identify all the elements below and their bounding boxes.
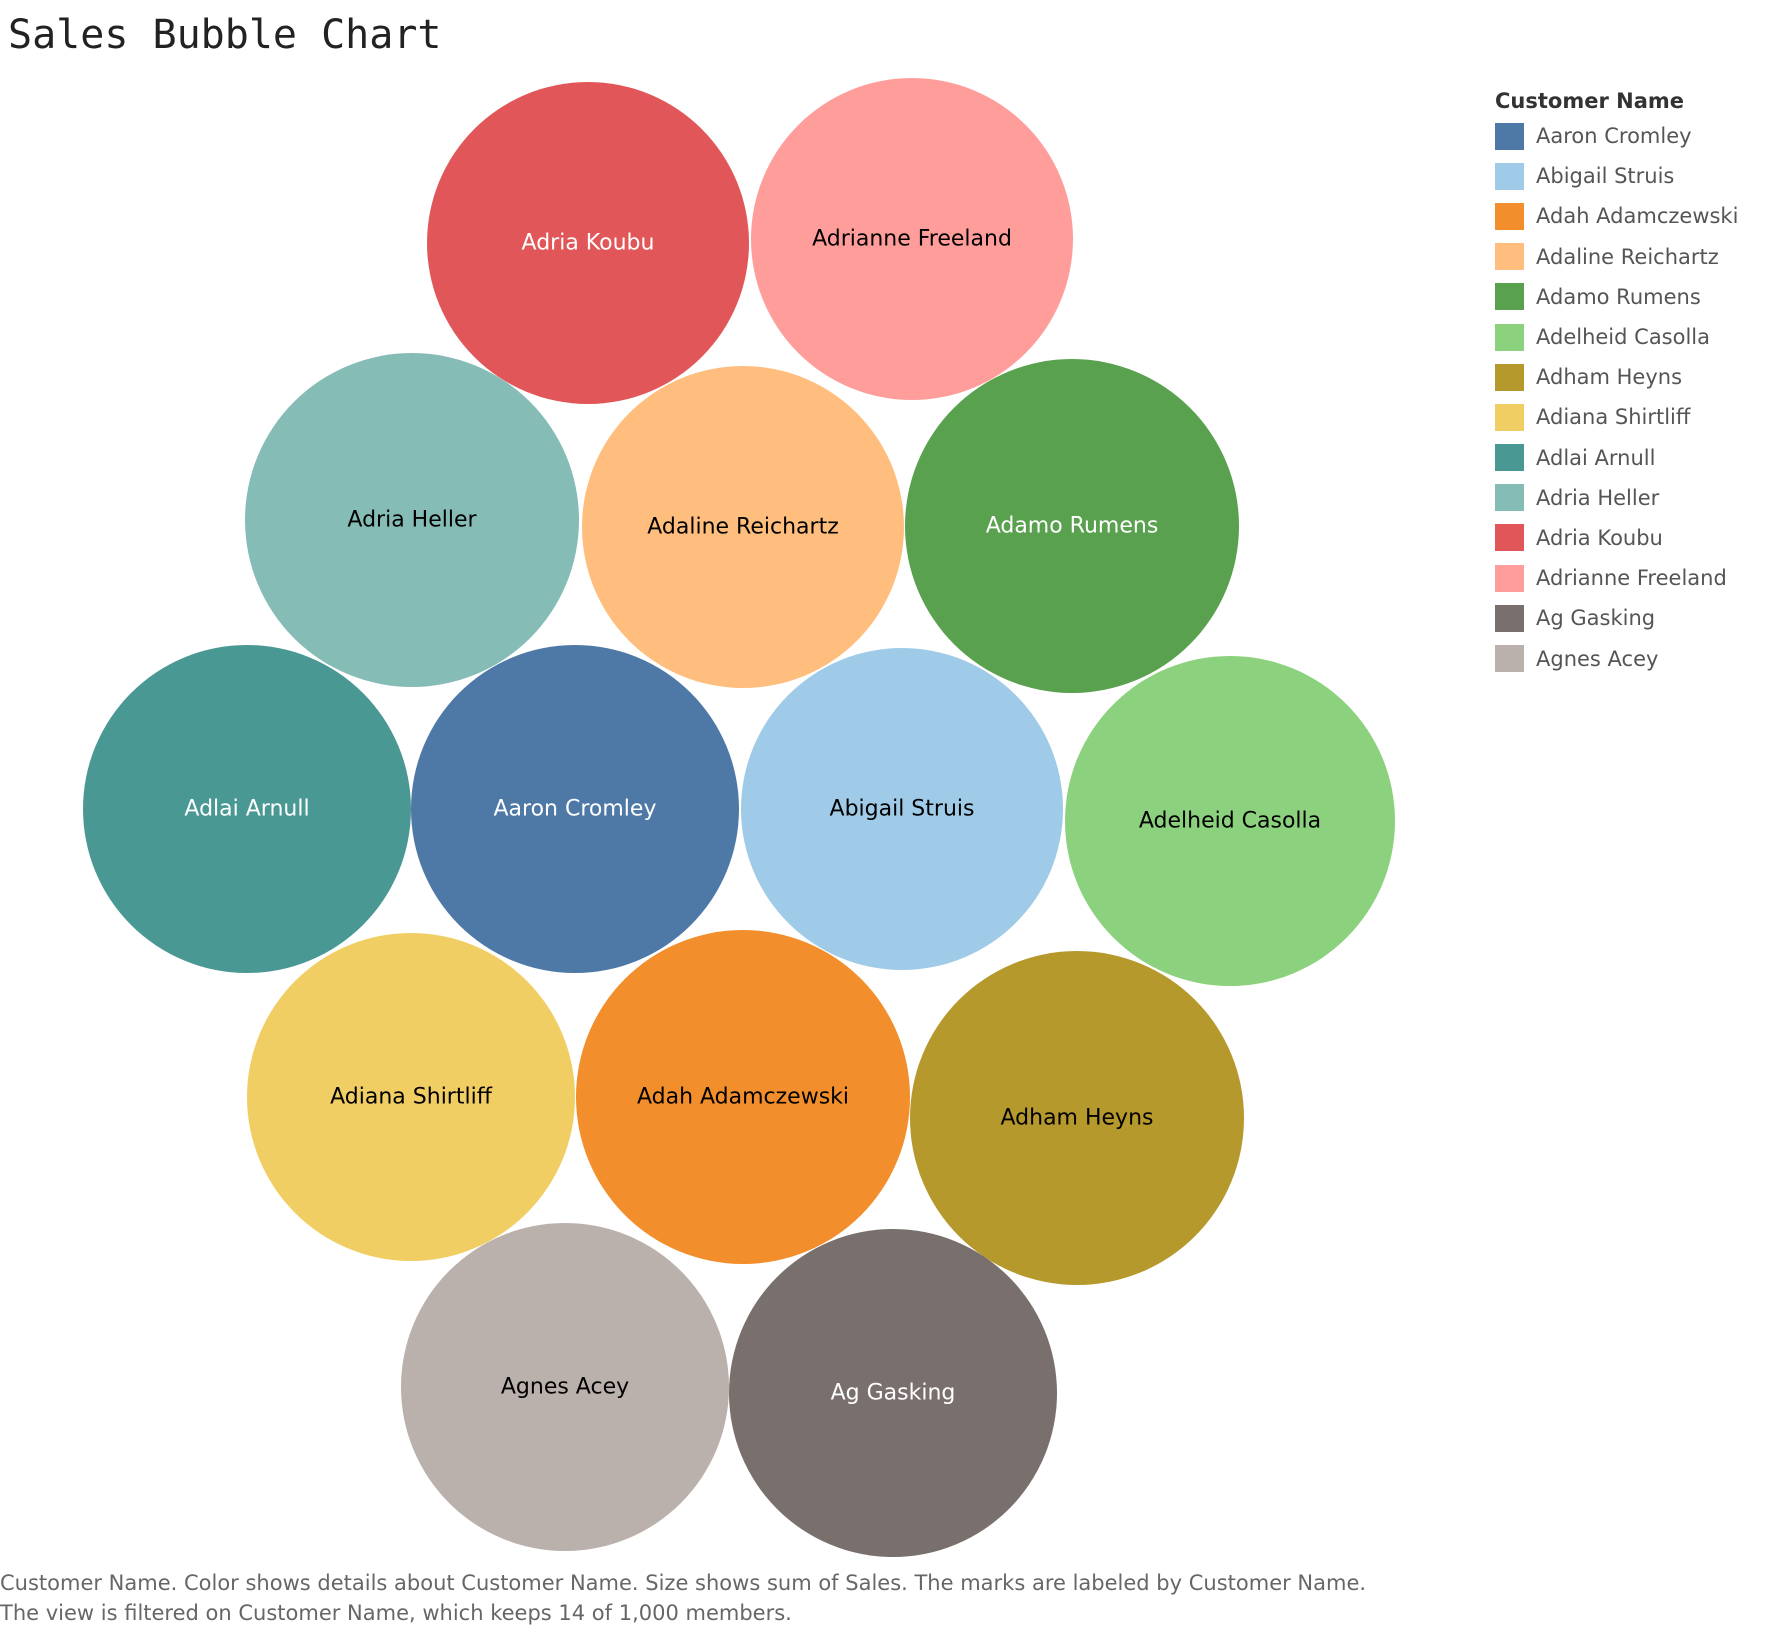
legend-label: Adria Koubu	[1536, 525, 1663, 550]
legend-item[interactable]: Ag Gasking	[1495, 598, 1765, 638]
legend-item[interactable]: Adiana Shirtliff	[1495, 397, 1765, 437]
legend-item[interactable]: Adham Heyns	[1495, 357, 1765, 397]
legend-item[interactable]: Adrianne Freeland	[1495, 558, 1765, 598]
legend-swatch	[1495, 604, 1524, 632]
caption-line-1: Customer Name. Color shows details about…	[0, 1571, 1367, 1595]
bubble-label: Aaron Cromley	[494, 797, 657, 822]
legend-swatch	[1495, 645, 1524, 673]
bubble-circle[interactable]	[729, 1229, 1057, 1557]
chart-title: Sales Bubble Chart	[8, 12, 442, 58]
legend-swatch	[1495, 564, 1524, 592]
legend-label: Adrianne Freeland	[1536, 566, 1727, 591]
legend-label: Adah Adamczewski	[1536, 204, 1739, 229]
bubble-circle[interactable]	[247, 933, 575, 1261]
bubble-plot[interactable]: Aaron Cromley Abigail Struis Adah Adamczew…	[0, 0, 1470, 1560]
legend-swatch	[1495, 524, 1524, 552]
legend-label: Adria Heller	[1536, 485, 1660, 510]
bubble-adrianne-freeland[interactable]: Adrianne Freeland	[751, 78, 1073, 400]
caption: Customer Name. Color shows details about…	[0, 1568, 1366, 1628]
legend-swatch	[1495, 162, 1524, 190]
caption-line-2: The view is filtered on Customer Name, w…	[0, 1601, 792, 1625]
legend-item[interactable]: Adah Adamczewski	[1495, 196, 1765, 236]
legend-swatch	[1495, 403, 1524, 431]
legend-swatch	[1495, 484, 1524, 512]
bubble-label: Adria Heller	[347, 508, 477, 533]
bubble-label: Ag Gasking	[831, 1381, 956, 1406]
legend-items: Aaron Cromley Abigail Struis Adah Adamczew…	[1495, 116, 1765, 679]
bubble-label: Adria Koubu	[522, 231, 655, 256]
bubble-agnes-acey[interactable]: Agnes Acey	[401, 1223, 729, 1551]
legend-label: Adham Heyns	[1536, 365, 1683, 390]
bubble-circle[interactable]	[582, 366, 904, 688]
legend-label: Adiana Shirtliff	[1536, 405, 1691, 430]
bubble-adiana-shirtliff[interactable]: Adiana Shirtliff	[247, 933, 575, 1261]
bubble-circle[interactable]	[905, 359, 1239, 693]
legend-item[interactable]: Adelheid Casolla	[1495, 317, 1765, 357]
legend-swatch	[1495, 202, 1524, 230]
legend-swatch	[1495, 122, 1524, 150]
legend-item[interactable]: Adria Heller	[1495, 478, 1765, 518]
bubble-circle[interactable]	[401, 1223, 729, 1551]
bubble-label: Adham Heyns	[1001, 1106, 1154, 1131]
bubble-aaron-cromley[interactable]: Aaron Cromley	[411, 645, 739, 973]
bubble-label: Adrianne Freeland	[812, 227, 1012, 252]
legend-label: Aaron Cromley	[1536, 124, 1692, 149]
bubble-adamo-rumens[interactable]: Adamo Rumens	[905, 359, 1239, 693]
legend-item[interactable]: Abigail Struis	[1495, 156, 1765, 196]
legend-item[interactable]: Adria Koubu	[1495, 518, 1765, 558]
bubble-adah-adamczewski[interactable]: Adah Adamczewski	[576, 930, 910, 1264]
bubble-label: Adelheid Casolla	[1139, 809, 1321, 834]
legend-swatch	[1495, 243, 1524, 271]
bubble-label: Adaline Reichartz	[647, 515, 839, 540]
bubble-circle[interactable]	[751, 78, 1073, 400]
legend-label: Agnes Acey	[1536, 646, 1659, 671]
bubble-circle[interactable]	[411, 645, 739, 973]
legend-title: Customer Name	[1495, 89, 1684, 113]
legend-label: Adelheid Casolla	[1536, 325, 1711, 350]
bubble-circle[interactable]	[576, 930, 910, 1264]
bubble-circle[interactable]	[83, 645, 411, 973]
bubble-label: Abigail Struis	[830, 797, 975, 822]
bubble-adaline-reichartz[interactable]: Adaline Reichartz	[582, 366, 904, 688]
bubble-circle[interactable]	[245, 353, 579, 687]
bubble-adria-heller[interactable]: Adria Heller	[245, 353, 579, 687]
bubble-label: Adah Adamczewski	[637, 1085, 849, 1110]
bubble-label: Adlai Arnull	[184, 797, 309, 822]
bubble-label: Adiana Shirtliff	[330, 1085, 493, 1110]
legend-label: Adaline Reichartz	[1536, 244, 1719, 269]
legend-swatch	[1495, 323, 1524, 351]
bubble-adria-koubu[interactable]: Adria Koubu	[427, 82, 749, 404]
bubble-circle[interactable]	[427, 82, 749, 404]
legend-item[interactable]: Adamo Rumens	[1495, 277, 1765, 317]
legend-label: Abigail Struis	[1536, 164, 1675, 189]
bubble-circle[interactable]	[910, 951, 1244, 1285]
legend: Customer Name Aaron Cromley Abigail Strui…	[1495, 86, 1765, 679]
bubble-label: Adamo Rumens	[986, 514, 1159, 539]
legend-item[interactable]: Adaline Reichartz	[1495, 237, 1765, 277]
legend-item[interactable]: Adlai Arnull	[1495, 438, 1765, 478]
legend-swatch	[1495, 283, 1524, 311]
legend-label: Adamo Rumens	[1536, 284, 1701, 309]
bubble-abigail-struis[interactable]: Abigail Struis	[741, 648, 1063, 970]
legend-item[interactable]: Agnes Acey	[1495, 638, 1765, 678]
legend-label: Adlai Arnull	[1536, 445, 1656, 470]
bubble-ag-gasking[interactable]: Ag Gasking	[729, 1229, 1057, 1557]
legend-swatch	[1495, 363, 1524, 391]
legend-swatch	[1495, 444, 1524, 472]
legend-label: Ag Gasking	[1536, 606, 1656, 631]
bubble-circle[interactable]	[1065, 656, 1395, 986]
bubble-adlai-arnull[interactable]: Adlai Arnull	[83, 645, 411, 973]
bubble-adelheid-casolla[interactable]: Adelheid Casolla	[1065, 656, 1395, 986]
bubble-adham-heyns[interactable]: Adham Heyns	[910, 951, 1244, 1285]
bubble-label: Agnes Acey	[501, 1375, 629, 1400]
bubble-circle[interactable]	[741, 648, 1063, 970]
legend-item[interactable]: Aaron Cromley	[1495, 116, 1765, 156]
